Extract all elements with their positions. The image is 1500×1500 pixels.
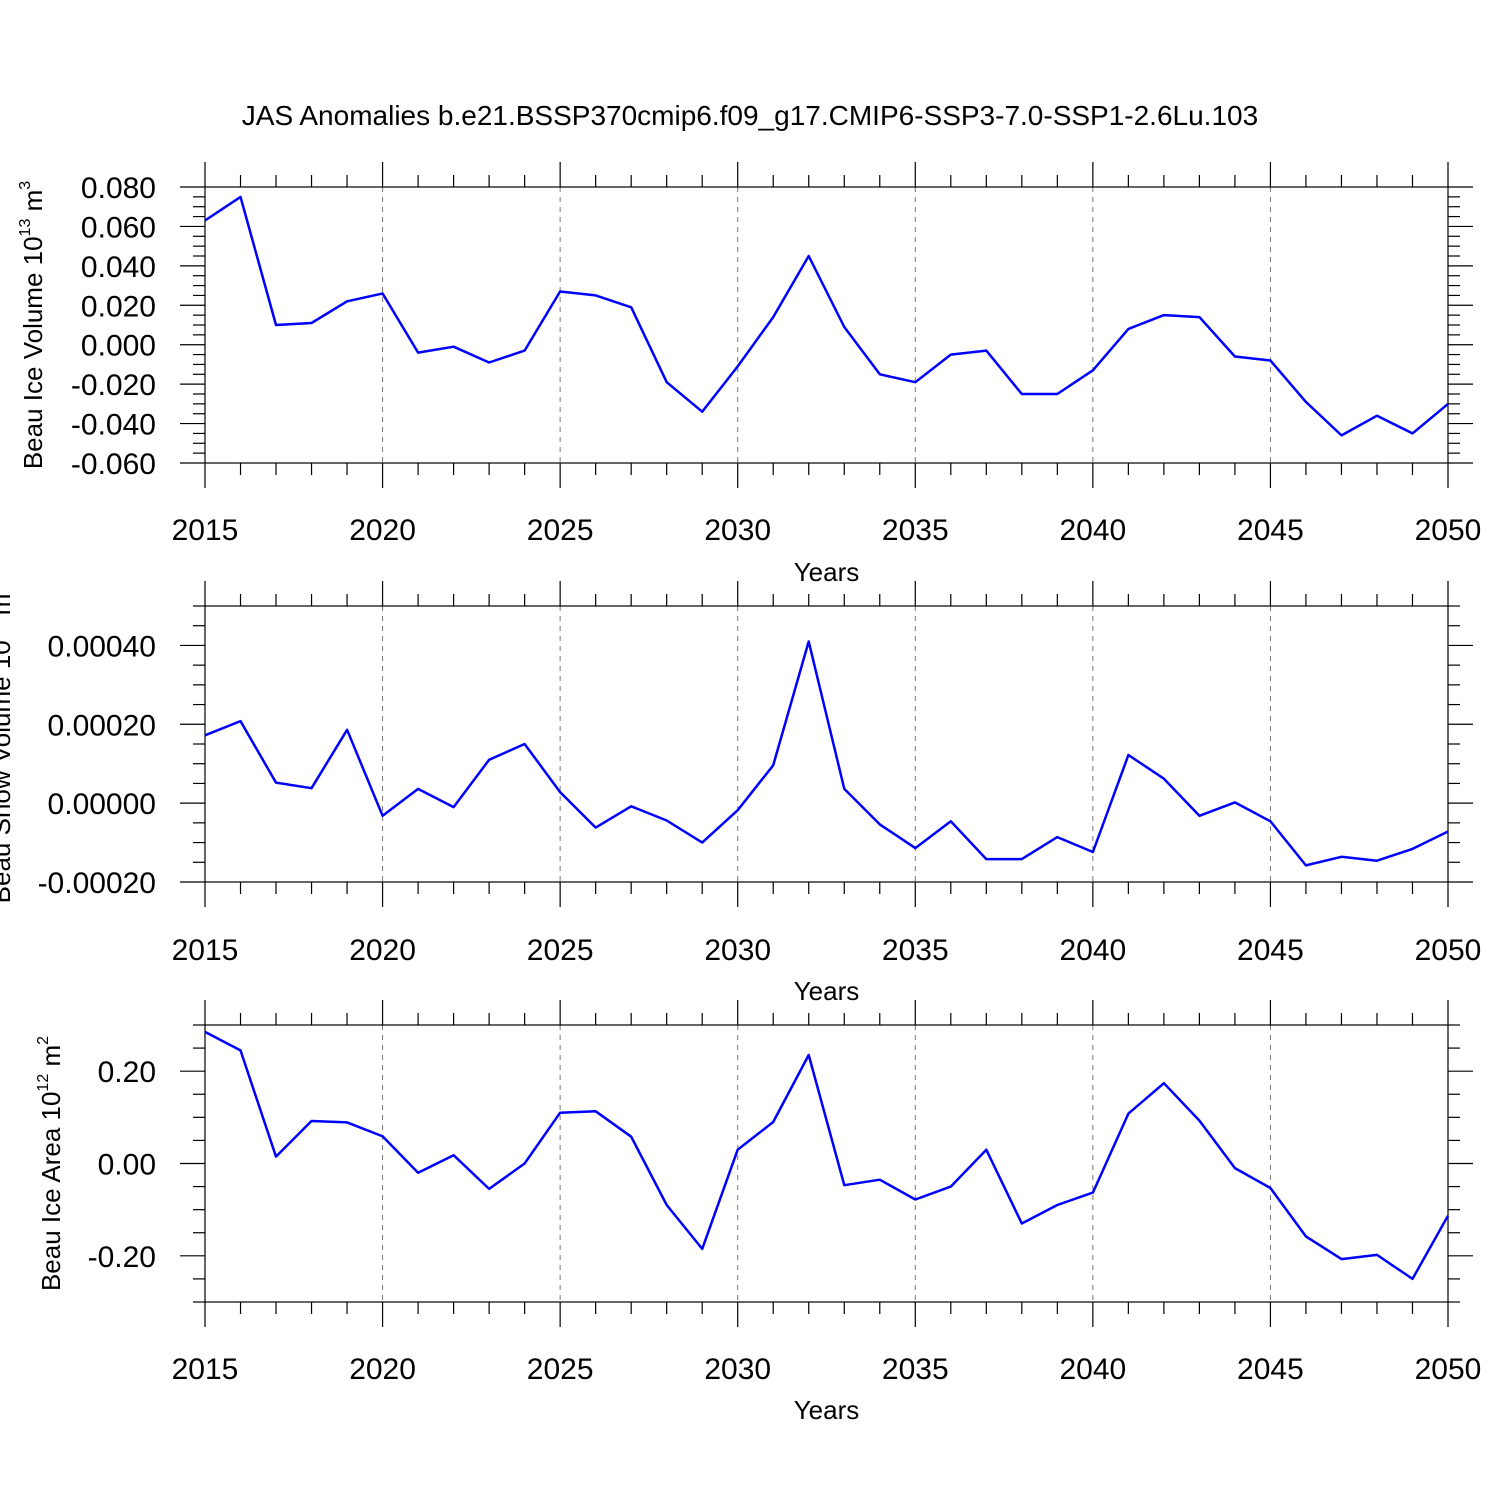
x-tick-label: 2045	[1237, 934, 1304, 967]
y-axis-title-unit: m	[18, 190, 48, 219]
y-axis-title-unit-exponent: 2	[35, 1036, 52, 1045]
y-axis-ticks	[180, 186, 1473, 464]
x-tick-label: 2025	[527, 1353, 594, 1386]
y-tick-label: -0.020	[71, 369, 156, 402]
x-tick-label: 2035	[882, 514, 949, 547]
x-tick-label: 2015	[172, 514, 239, 547]
x-axis-title: Years	[794, 1395, 860, 1425]
x-tick-label: 2040	[1059, 1353, 1126, 1386]
y-axis-title: Beau Snow Volume 1013 m3	[0, 585, 16, 904]
plot-frame	[204, 186, 1449, 464]
x-axis-title: Years	[794, 976, 860, 1006]
y-axis-title: Beau Ice Area 1012 m2	[35, 1036, 66, 1291]
x-tick-label: 2020	[349, 934, 416, 967]
panel-2: 2015 2020 2025 2030 2035 2040 2045 2050 0.00040 0…	[0, 581, 1481, 1006]
y-tick-label: 0.00020	[48, 709, 156, 742]
x-axis-ticks	[204, 581, 1449, 907]
x-tick-label: 2045	[1237, 1353, 1304, 1386]
series-line	[204, 640, 1449, 867]
x-axis-ticks	[204, 162, 1449, 488]
y-tick-label: -0.20	[88, 1241, 156, 1274]
y-tick-label: 0.080	[81, 172, 156, 205]
y-axis-title-text: Beau Snow Volume 10	[0, 640, 16, 903]
y-tick-label: 0.20	[98, 1056, 156, 1089]
x-tick-label: 2050	[1415, 514, 1482, 547]
x-tick-label: 2025	[527, 514, 594, 547]
x-tick-label: 2035	[882, 1353, 949, 1386]
figure-title: JAS Anomalies b.e21.BSSP370cmip6.f09_g17…	[242, 100, 1258, 131]
y-axis-title-text: Beau Ice Area 10	[36, 1092, 66, 1291]
x-tick-label: 2030	[704, 934, 771, 967]
x-tick-label: 2020	[349, 1353, 416, 1386]
plot-frame	[204, 605, 1449, 883]
x-tick-label: 2030	[704, 1353, 771, 1386]
y-tick-label: 0.00040	[48, 630, 156, 663]
y-axis-ticks	[180, 1024, 1473, 1303]
series-line	[204, 1030, 1450, 1281]
x-axis-ticks	[204, 1000, 1449, 1327]
x-tick-label: 2015	[172, 934, 239, 967]
y-axis-title-exponent: 13	[0, 622, 2, 640]
x-tick-label: 2030	[704, 514, 771, 547]
y-axis-title: Beau Ice Volume 1013 m3	[17, 181, 48, 469]
y-tick-label: -0.00020	[38, 867, 156, 900]
x-tick-label: 2035	[882, 934, 949, 967]
x-axis-title: Years	[794, 557, 860, 587]
x-tick-label: 2040	[1059, 514, 1126, 547]
y-axis-title-unit: m	[0, 594, 16, 623]
x-tick-label: 2040	[1059, 934, 1126, 967]
y-axis-title-unit: m	[36, 1045, 66, 1074]
series-line	[204, 195, 1449, 437]
y-tick-label: 0.020	[81, 290, 156, 323]
y-axis-title-unit-exponent: 3	[0, 585, 2, 594]
x-tick-label: 2045	[1237, 514, 1304, 547]
y-axis-ticks	[180, 605, 1473, 883]
x-tick-label: 2025	[527, 934, 594, 967]
x-tick-label: 2050	[1415, 1353, 1482, 1386]
y-tick-label: -0.040	[71, 409, 156, 442]
x-tick-label: 2015	[172, 1353, 239, 1386]
y-tick-label: 0.000	[81, 330, 156, 363]
y-tick-label: 0.00000	[48, 788, 156, 821]
x-tick-label: 2050	[1415, 934, 1482, 967]
plot-frame	[204, 1024, 1449, 1303]
y-axis-title-exponent: 13	[17, 219, 34, 237]
y-axis-title-exponent: 12	[35, 1074, 52, 1092]
y-axis-title-text: Beau Ice Volume 10	[18, 236, 48, 469]
y-tick-label: -0.060	[71, 448, 156, 481]
panel-1: 2015 2020 2025 2030 2035 2040 2045 2050 0.080 0.0…	[17, 162, 1481, 587]
y-tick-label: 0.040	[81, 251, 156, 284]
y-axis-title-unit-exponent: 3	[17, 181, 34, 190]
x-tick-label: 2020	[349, 514, 416, 547]
y-tick-label: 0.060	[81, 211, 156, 244]
panel-3: 2015 2020 2025 2030 2035 2040 2045 2050 0.20 0.00…	[35, 1000, 1481, 1425]
y-tick-label: 0.00	[98, 1149, 156, 1182]
